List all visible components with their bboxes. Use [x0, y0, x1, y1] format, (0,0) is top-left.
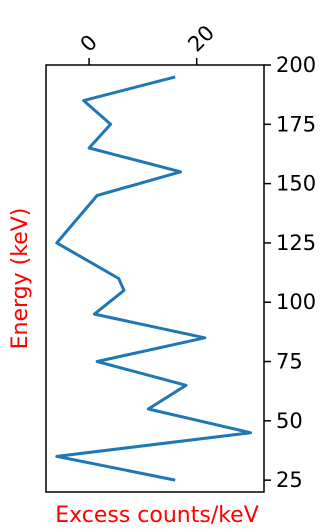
y-tick-label-2: 75 — [276, 350, 303, 374]
y-tick-label-7: 200 — [276, 53, 316, 77]
y-tick-label-0: 25 — [276, 468, 303, 492]
plot-area — [55, 75, 252, 482]
y-tick-label-5: 150 — [276, 172, 316, 196]
y-tick-label-1: 50 — [276, 409, 303, 433]
y-tick-label-6: 175 — [276, 112, 316, 136]
y-tick-label-3: 100 — [276, 290, 316, 314]
y-tick-label-4: 125 — [276, 231, 316, 255]
series-line-0 — [55, 75, 252, 482]
y-axis-label: Energy (keV) — [8, 208, 33, 350]
x-tick-label-0: 0 — [76, 30, 102, 56]
x-axis-top: 0 20 — [76, 21, 219, 65]
x-axis-label: Excess counts/keV — [55, 503, 259, 528]
y-axis-right: 25 50 75 100 125 150 175 200 — [264, 53, 316, 492]
plot-frame — [45, 64, 265, 493]
x-tick-label-1: 20 — [183, 21, 219, 57]
